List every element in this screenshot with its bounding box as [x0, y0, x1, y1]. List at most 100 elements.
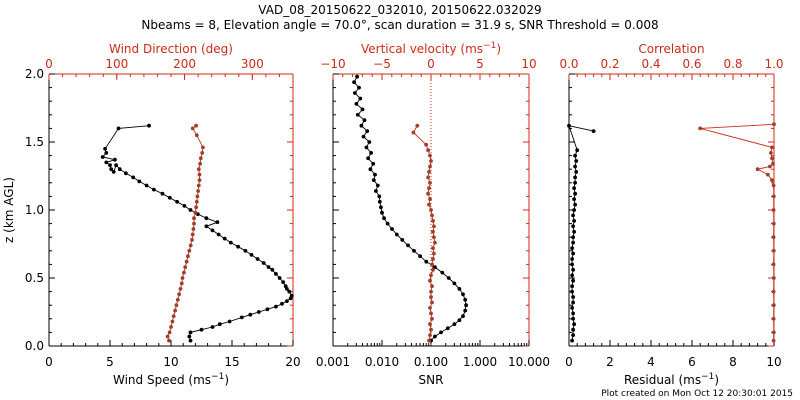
figure-title-line1: VAD_08_20150622_032010, 20150622.032029	[258, 3, 541, 17]
residual-point	[573, 175, 577, 180]
residual-point	[591, 129, 596, 134]
vertical-velocity-point	[431, 219, 435, 223]
vertical-velocity-point	[427, 170, 431, 174]
snr-point	[463, 308, 468, 313]
top-tick-label: −5	[373, 57, 391, 71]
wind-speed-point	[114, 163, 118, 168]
snr-point	[380, 210, 384, 215]
vertical-velocity-point	[426, 191, 430, 196]
wind-direction-point	[194, 199, 199, 204]
vertical-velocity-point	[429, 295, 433, 299]
vertical-velocity-point	[415, 123, 420, 128]
residual-point	[571, 327, 575, 332]
snr-point	[394, 232, 399, 237]
snr-point	[375, 183, 380, 188]
bottom-tick-label: 8	[729, 355, 737, 369]
wind-direction-point	[192, 221, 196, 226]
vertical-velocity-point	[431, 229, 435, 234]
wind-direction-point	[178, 287, 183, 291]
wind-speed-point	[117, 167, 122, 172]
wind-direction-point	[165, 334, 170, 339]
wind-direction-point	[196, 183, 201, 188]
wind-speed-point	[280, 301, 284, 306]
residual-point	[571, 240, 575, 245]
vertical-velocity-point	[428, 278, 432, 283]
vertical-velocity-point	[428, 153, 432, 158]
residual-point	[571, 235, 575, 240]
snr-point	[433, 265, 437, 269]
wind-direction-point	[197, 178, 202, 183]
residual-point	[571, 311, 575, 316]
snr-point	[377, 199, 382, 204]
residual-point	[570, 262, 574, 267]
bottom-tick-label: 15	[224, 355, 239, 369]
snr-point	[385, 221, 390, 226]
correlation-point	[771, 194, 776, 199]
wind-speed-point	[215, 220, 220, 225]
vertical-velocity-point	[430, 262, 434, 267]
wind-speed-point	[222, 236, 227, 241]
correlation-point	[771, 161, 775, 166]
correlation-point	[771, 338, 776, 343]
wind-speed-point	[255, 257, 260, 261]
wind-speed-point	[104, 160, 109, 165]
wind-speed-point	[204, 224, 209, 229]
snr-point	[464, 303, 468, 308]
wind-direction-point	[187, 248, 192, 253]
wind-speed-point	[182, 204, 187, 208]
wind-direction-point	[197, 172, 202, 177]
residual-correlation-panel: 0 2 4 6 8 10 Residual (ms−1) 0.0 0.2 0.4 0.6 0.8 1.0…	[559, 42, 783, 387]
correlation-point	[768, 164, 772, 169]
correlation-point	[771, 183, 776, 188]
snr-point	[406, 243, 410, 248]
wind-speed-point	[270, 267, 275, 272]
snr-point	[358, 96, 363, 101]
vertical-velocity-point	[428, 333, 432, 337]
bottom-tick-label: 0	[45, 355, 53, 369]
residual-point	[572, 197, 576, 202]
snr-point	[439, 330, 443, 335]
vertical-velocity-point	[429, 327, 433, 332]
bottom-tick-label: 1.000	[463, 355, 497, 369]
residual-point	[570, 284, 574, 289]
correlation-point	[771, 316, 776, 321]
wind-speed-point	[285, 299, 289, 303]
snr-line	[353, 76, 467, 341]
wind-speed-point	[228, 240, 233, 245]
vertical-velocity-point	[427, 202, 431, 207]
bottom-tick-label: 6	[688, 355, 696, 369]
correlation-point	[770, 145, 774, 150]
top-tick-label: 0.2	[600, 57, 619, 71]
vertical-velocity-point	[429, 311, 433, 316]
residual-point	[567, 123, 571, 128]
correlation-point	[766, 172, 770, 177]
correlation-point	[771, 289, 776, 294]
snr-point	[374, 189, 378, 193]
top-tick-label: 1.0	[764, 57, 783, 71]
vertical-velocity-point	[428, 164, 432, 169]
wind-direction-point	[174, 303, 179, 308]
vertical-velocity-point	[428, 306, 432, 310]
vertical-velocity-point	[432, 224, 436, 229]
bottom-tick-label: 10.000	[508, 355, 550, 369]
wind-speed-point	[287, 289, 292, 294]
vertical-velocity-point	[429, 208, 433, 212]
wind-speed-point	[188, 208, 193, 212]
correlation-point	[771, 221, 776, 226]
snr-point	[366, 156, 370, 161]
y-tick-label: 1.5	[25, 135, 44, 149]
wind-speed-point	[274, 304, 278, 309]
correlation-line	[700, 123, 775, 341]
residual-point	[573, 191, 577, 196]
y-tick-label: 1.0	[25, 203, 44, 217]
snr-point	[463, 297, 468, 302]
wind-speed-point	[199, 327, 204, 332]
wind-speed-point	[152, 187, 156, 192]
correlation-point	[771, 330, 776, 335]
correlation-point	[771, 235, 776, 240]
wind-direction-point	[175, 297, 180, 302]
wind-speed-point	[188, 338, 193, 343]
residual-point	[571, 300, 575, 305]
vertical-velocity-point	[426, 175, 430, 180]
